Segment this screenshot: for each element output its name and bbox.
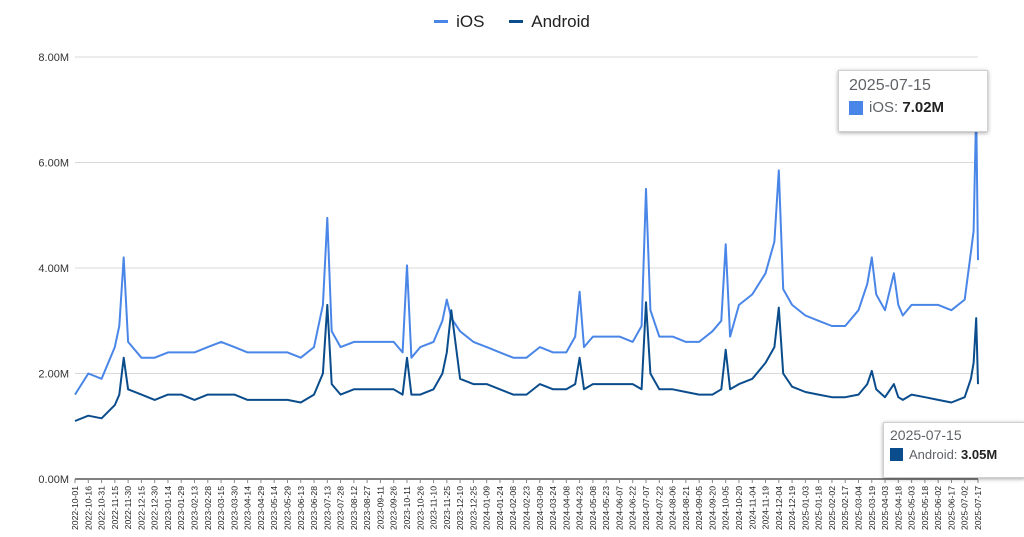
x-tick-label: 2024-03-09 (535, 486, 545, 530)
x-tick-label: 2023-05-29 (282, 486, 292, 530)
x-tick-label: 2025-05-03 (907, 486, 917, 530)
x-tick-label: 2022-11-30 (123, 486, 133, 530)
x-tick-label: 2022-12-15 (136, 486, 146, 530)
x-tick-label: 2024-01-24 (495, 486, 505, 530)
x-tick-label: 2025-02-17 (840, 486, 850, 530)
tooltip-ios-label: iOS: (869, 99, 899, 116)
series-line-android (74, 301, 979, 422)
x-tick-label: 2025-04-18 (893, 486, 903, 530)
x-tick-label: 2023-08-12 (349, 486, 359, 530)
x-tick-label: 2023-11-25 (442, 486, 452, 530)
x-tick-label: 2025-02-02 (827, 486, 837, 530)
x-tick-label: 2024-06-22 (628, 486, 638, 530)
x-tick-label: 2023-04-14 (243, 486, 253, 530)
x-tick-label: 2024-01-09 (482, 486, 492, 530)
x-tick-label: 2024-11-19 (761, 486, 771, 530)
x-tick-label: 2025-04-03 (880, 486, 890, 530)
x-tick-label: 2024-11-04 (747, 486, 757, 530)
tooltip-android-swatch (890, 448, 903, 461)
tooltip-android-value: 3.05M (961, 447, 998, 462)
x-tick-label: 2024-10-20 (734, 486, 744, 530)
x-tick-label: 2025-07-17 (973, 486, 983, 530)
x-tick-label: 2023-08-27 (362, 486, 372, 530)
y-tick-label: 6.00M (38, 158, 69, 170)
x-tick-label: 2023-12-25 (468, 486, 478, 530)
x-tick-label: 2023-09-11 (375, 486, 385, 530)
x-tick-label: 2024-05-08 (588, 486, 598, 530)
x-tick-label: 2024-08-06 (668, 486, 678, 530)
x-tick-label: 2024-07-07 (641, 486, 651, 530)
x-tick-label: 2025-05-18 (920, 486, 930, 530)
tooltip-android: 2025-07-15 Android: 3.05M (883, 422, 1024, 478)
legend-swatch-android (509, 20, 524, 23)
legend: iOS Android (0, 8, 1024, 32)
x-tick-label: 2023-07-28 (336, 486, 346, 530)
x-tick-label: 2024-07-22 (654, 486, 664, 530)
tooltip-android-label: Android: (909, 447, 958, 462)
legend-item-android[interactable]: Android (509, 12, 590, 32)
x-tick-label: 2025-06-02 (933, 486, 943, 530)
x-tick-label: 2024-03-24 (548, 486, 558, 530)
x-tick-label: 2024-05-23 (601, 486, 611, 530)
x-tick-label: 2025-03-04 (853, 486, 863, 530)
x-tick-label: 2023-02-13 (190, 486, 200, 530)
tooltip-ios-row: iOS: 7.02M (849, 99, 977, 116)
x-tick-label: 2023-12-10 (455, 486, 465, 530)
x-tick-label: 2024-02-23 (522, 486, 532, 530)
x-tick-label: 2024-06-07 (614, 486, 624, 530)
x-tick-label: 2022-11-15 (110, 486, 120, 530)
x-tick-label: 2022-10-16 (83, 486, 93, 530)
x-tick-label: 2024-10-05 (721, 486, 731, 530)
x-tick-label: 2023-01-29 (176, 486, 186, 530)
tooltip-ios: 2025-07-15 iOS: 7.02M (838, 70, 988, 132)
y-tick-label: 0.00M (38, 474, 69, 486)
x-tick-label: 2023-04-29 (256, 486, 266, 530)
legend-swatch-ios (434, 20, 449, 23)
tooltip-android-row: Android: 3.05M (890, 447, 1018, 462)
x-tick-label: 2023-10-11 (402, 486, 412, 530)
x-tick-label: 2025-01-03 (800, 486, 810, 530)
series-lines (74, 107, 979, 422)
y-axis-ticks: 0.00M 2.00M 4.00M 6.00M 8.00M (38, 52, 69, 486)
x-tick-label: 2024-04-23 (575, 486, 585, 530)
x-axis-ticks: 2022-10-01 2022-10-16 2022-10-31 2022-11-15… (70, 479, 983, 530)
x-tick-label: 2023-06-28 (309, 486, 319, 530)
x-tick-label: 2024-12-04 (774, 486, 784, 530)
tooltip-android-date: 2025-07-15 (890, 427, 962, 443)
legend-label-ios: iOS (456, 11, 485, 31)
x-tick-label: 2024-09-20 (707, 486, 717, 530)
x-tick-label: 2025-03-19 (867, 486, 877, 530)
x-tick-label: 2023-05-14 (269, 486, 279, 530)
x-tick-label: 2023-06-13 (296, 486, 306, 530)
x-tick-label: 2023-11-10 (429, 486, 439, 530)
x-tick-label: 2025-01-18 (814, 486, 824, 530)
x-tick-label: 2023-03-30 (229, 486, 239, 530)
series-line-ios (74, 107, 979, 396)
legend-item-ios[interactable]: iOS (434, 11, 485, 32)
x-tick-label: 2023-10-26 (415, 486, 425, 530)
x-tick-label: 2024-02-08 (508, 486, 518, 530)
x-tick-label: 2024-04-08 (561, 486, 571, 530)
y-tick-label: 4.00M (38, 263, 69, 275)
x-tick-label: 2025-06-17 (946, 486, 956, 530)
x-tick-label: 2022-10-31 (97, 486, 107, 530)
x-tick-label: 2023-09-26 (389, 486, 399, 530)
x-tick-label: 2023-03-15 (216, 486, 226, 530)
tooltip-ios-swatch (849, 100, 863, 115)
x-tick-label: 2023-02-28 (203, 486, 213, 530)
x-tick-label: 2024-09-05 (694, 486, 704, 530)
x-tick-label: 2024-12-19 (787, 486, 797, 530)
x-tick-label: 2023-07-13 (322, 486, 332, 530)
tooltip-ios-date: 2025-07-15 (849, 77, 931, 94)
tooltip-ios-value: 7.02M (902, 99, 945, 116)
x-tick-label: 2022-10-01 (70, 486, 80, 530)
x-tick-label: 2025-07-02 (960, 486, 970, 530)
y-tick-label: 8.00M (38, 52, 69, 64)
x-tick-label: 2022-12-30 (150, 486, 160, 530)
legend-label-android: Android (531, 11, 590, 31)
x-tick-label: 2023-01-14 (163, 486, 173, 530)
x-tick-label: 2024-08-21 (681, 486, 691, 530)
y-tick-label: 2.00M (38, 369, 69, 381)
